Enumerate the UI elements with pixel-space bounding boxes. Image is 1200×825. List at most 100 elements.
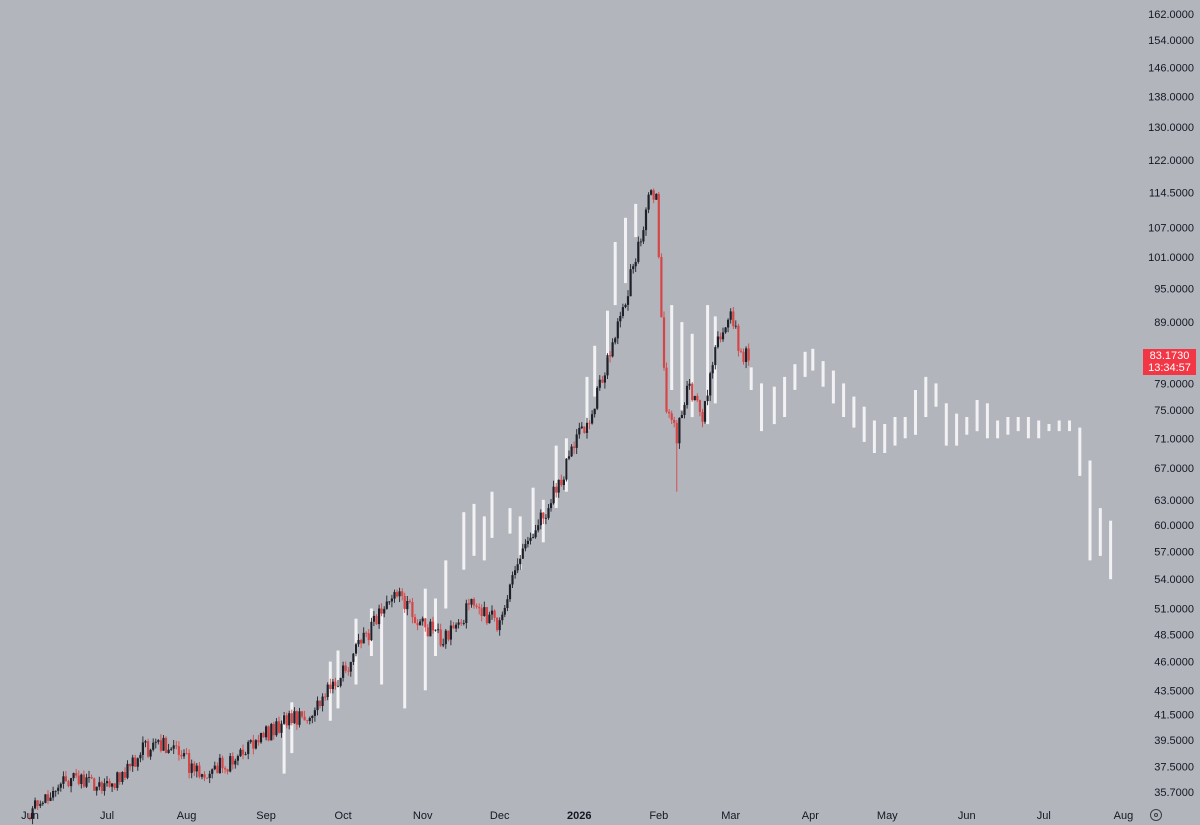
projection-bar	[1057, 420, 1061, 432]
candle-body	[431, 621, 435, 631]
candle-body	[131, 757, 134, 767]
y-tick-label: 37.5000	[1154, 762, 1194, 774]
projection-bar	[944, 403, 948, 446]
candle-body	[626, 296, 630, 305]
x-tick-label: 2026	[567, 810, 591, 822]
candle-body	[480, 608, 483, 616]
candle-body	[532, 537, 535, 538]
candle-body	[506, 599, 509, 608]
projection-bar	[1026, 417, 1030, 439]
candle-body	[637, 241, 640, 262]
candle-body	[41, 802, 44, 804]
candle-countdown: 13:34:57	[1148, 362, 1191, 374]
candle-body	[375, 615, 378, 625]
candle-body	[301, 711, 304, 717]
candle-body	[185, 753, 188, 754]
candle-body	[703, 401, 707, 422]
last-price-badge: 83.1730 13:34:57	[1143, 349, 1196, 375]
candle-body	[716, 336, 719, 348]
y-tick-label: 51.0000	[1154, 604, 1194, 616]
candle-body	[36, 800, 39, 806]
candle-body	[116, 772, 119, 788]
projection-bar	[290, 702, 294, 754]
candle-body	[578, 428, 581, 435]
x-tick-label: Oct	[335, 810, 352, 822]
candle-body	[557, 479, 560, 493]
candle-body	[573, 446, 576, 448]
candle-body	[280, 723, 283, 733]
candle-body	[170, 748, 173, 750]
candle-body	[747, 348, 750, 361]
y-tick-label: 138.0000	[1148, 92, 1194, 104]
candle-body	[657, 193, 660, 258]
projection-bar	[403, 608, 407, 709]
candle-body	[675, 422, 678, 444]
candle-body	[49, 797, 52, 801]
candle-body	[87, 777, 91, 778]
projection-bar	[996, 420, 1000, 439]
projection-bar	[1037, 420, 1041, 439]
candle-body	[182, 753, 186, 757]
candle-body	[46, 794, 50, 801]
candle-body	[514, 570, 517, 575]
candle-body	[324, 696, 327, 698]
candle-body	[503, 608, 506, 615]
projection-bar	[1006, 417, 1010, 435]
candle-body	[164, 737, 168, 753]
projection-bar	[1098, 508, 1102, 556]
candle-body	[475, 605, 478, 607]
candle-body	[680, 415, 683, 418]
candle-body	[254, 740, 257, 749]
candle-body	[303, 716, 306, 721]
candle-body	[316, 700, 319, 711]
candle-body	[496, 617, 499, 631]
candle-body	[136, 758, 139, 767]
candle-body	[462, 623, 465, 624]
candle-body	[642, 230, 645, 242]
y-tick-label: 162.0000	[1148, 9, 1194, 21]
candle-body	[621, 307, 624, 316]
candle-body	[218, 757, 221, 774]
candle-body	[244, 754, 247, 755]
settings-icon[interactable]	[1150, 809, 1162, 821]
price-axis[interactable]: 162.0000 154.0000 146.0000 138.0000 130.0000…	[1148, 9, 1194, 799]
projection-bar	[831, 370, 835, 404]
candle-body	[511, 575, 514, 585]
candle-body	[593, 408, 596, 415]
candle-body	[121, 772, 124, 782]
candle-body	[211, 769, 214, 774]
candlestick-series	[28, 188, 750, 825]
candle-body	[388, 601, 391, 603]
projection-bar	[423, 588, 427, 691]
candle-body	[360, 640, 363, 644]
projection-bar	[883, 424, 887, 453]
candle-body	[134, 757, 137, 767]
candle-body	[59, 783, 62, 788]
candle-body	[290, 713, 293, 724]
candle-body	[639, 241, 642, 243]
candle-body	[668, 411, 671, 414]
candle-body	[737, 325, 740, 351]
candle-body	[267, 726, 270, 741]
candle-body	[629, 269, 632, 297]
candle-body	[188, 753, 191, 773]
candle-body	[288, 713, 291, 726]
candle-body	[652, 190, 655, 200]
projection-bar	[749, 367, 753, 390]
candle-body	[262, 732, 265, 738]
projection-bar	[1016, 417, 1020, 432]
projection-bar	[518, 516, 522, 570]
candle-body	[285, 715, 288, 726]
candle-body	[583, 426, 586, 433]
candle-body	[447, 630, 450, 640]
projection-bar	[803, 351, 807, 377]
time-axis[interactable]: Jun Jul Aug Sep Oct Nov Dec 2026 Feb Mar Apr May Jun…	[21, 810, 1133, 822]
projection-bar	[955, 413, 959, 446]
projection-bar	[482, 516, 486, 561]
projection-bar	[903, 417, 907, 439]
y-tick-label: 57.0000	[1154, 546, 1194, 558]
candle-body	[342, 665, 345, 678]
candle-body	[54, 790, 57, 792]
